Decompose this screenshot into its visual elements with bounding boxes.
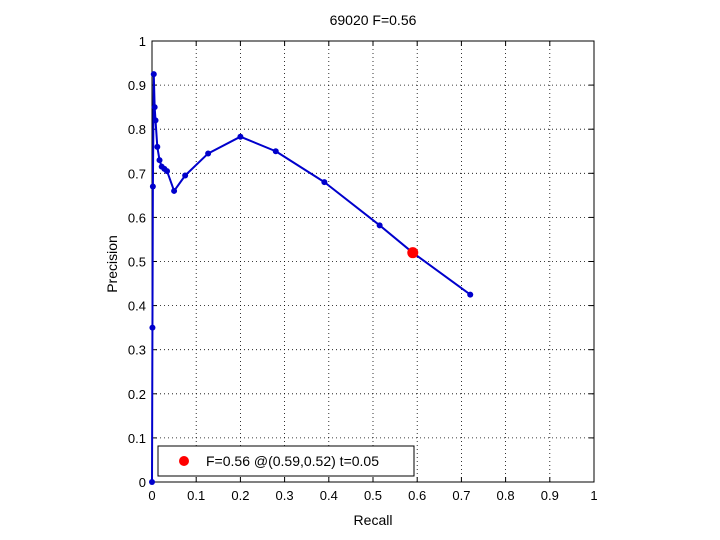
x-tick-label: 0.7 [452, 488, 470, 503]
x-tick-label: 0.2 [231, 488, 249, 503]
legend-box [157, 445, 415, 477]
chart-title: 69020 F=0.56 [330, 12, 417, 28]
x-tick-label: 0 [148, 488, 155, 503]
x-tick-label: 0.1 [187, 488, 205, 503]
y-tick-label: 0.1 [128, 431, 146, 446]
x-tick-label: 0.5 [364, 488, 382, 503]
y-tick-label: 0.3 [128, 343, 146, 358]
series-point [149, 183, 156, 190]
y-axis-title: Precision [104, 235, 120, 293]
y-tick-labels: 0 0.1 0.2 0.3 0.4 0.5 0.6 0.7 0.8 0.9 1 [128, 34, 146, 490]
y-tick-label: 0.6 [128, 210, 146, 225]
x-tick-label: 0.6 [408, 488, 426, 503]
series-point [149, 479, 155, 485]
series-point [164, 168, 171, 175]
grid [152, 41, 594, 482]
series-point [151, 104, 158, 111]
series-point [182, 172, 189, 179]
series-point [150, 71, 157, 78]
highlight-layer [407, 247, 419, 259]
series-point [376, 222, 383, 229]
legend-marker [179, 456, 189, 466]
series-layer [149, 71, 474, 485]
highlight-point [407, 247, 419, 259]
y-tick-label: 0.5 [128, 255, 146, 270]
series-point [171, 187, 178, 194]
series-point [156, 157, 163, 164]
y-tick-label: 0.9 [128, 78, 146, 93]
y-tick-label: 0.7 [128, 166, 146, 181]
y-tick-label: 0.4 [128, 299, 146, 314]
x-axis-title: Recall [354, 512, 393, 528]
x-tick-label: 0.8 [497, 488, 515, 503]
y-tick-label: 0.2 [128, 387, 146, 402]
y-tick-label: 0 [139, 475, 146, 490]
series-point [152, 117, 159, 124]
series-point [154, 143, 161, 150]
x-tick-label: 0.4 [320, 488, 338, 503]
series-point [321, 179, 328, 186]
legend: F=0.56 @(0.59,0.52) t=0.05 [157, 445, 415, 477]
x-tick-label: 0.3 [276, 488, 294, 503]
series-point [149, 324, 156, 331]
x-tick-label: 0.9 [541, 488, 559, 503]
y-tick-label: 1 [139, 34, 146, 49]
series-point [272, 148, 279, 155]
y-tick-label: 0.8 [128, 122, 146, 137]
x-tick-labels: 0 0.1 0.2 0.3 0.4 0.5 0.6 0.7 0.8 0.9 1 [148, 488, 597, 503]
series-point [237, 133, 244, 140]
x-tick-label: 1 [590, 488, 597, 503]
series-point [467, 291, 474, 298]
series-point [205, 150, 212, 157]
legend-label: F=0.56 @(0.59,0.52) t=0.05 [206, 453, 379, 469]
